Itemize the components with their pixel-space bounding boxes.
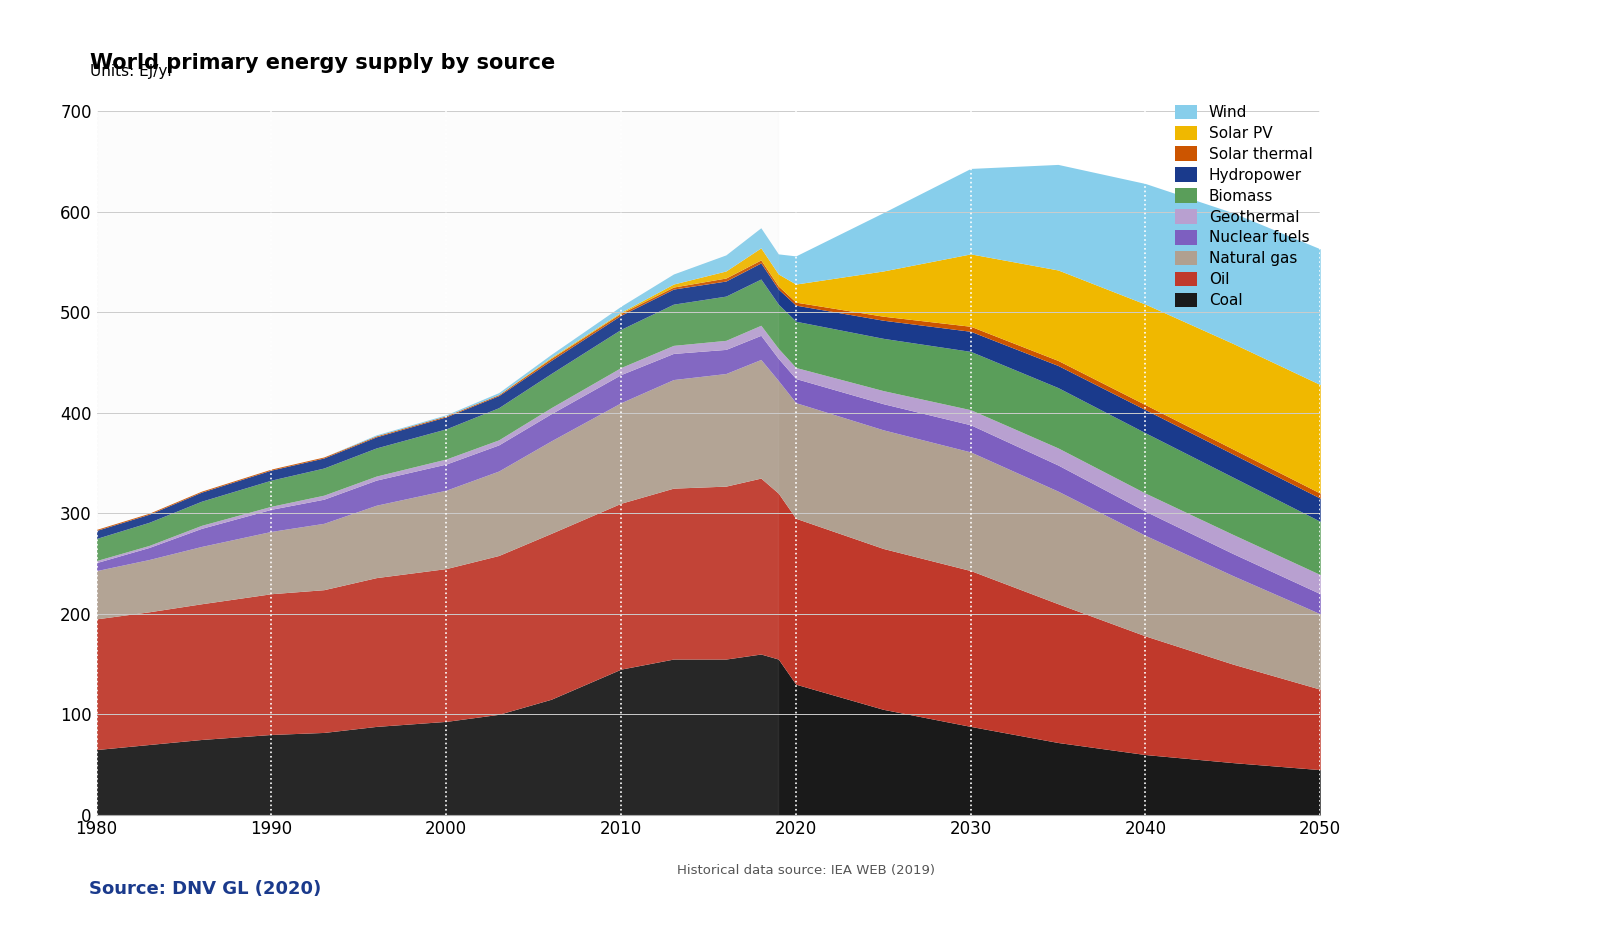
Text: Historical data source: IEA WEB (2019): Historical data source: IEA WEB (2019) xyxy=(678,864,935,877)
Text: Units: EJ/yr: Units: EJ/yr xyxy=(90,65,174,80)
Legend: Wind, Solar PV, Solar thermal, Hydropower, Biomass, Geothermal, Nuclear fuels, N: Wind, Solar PV, Solar thermal, Hydropowe… xyxy=(1175,105,1312,308)
Text: World primary energy supply by source: World primary energy supply by source xyxy=(90,54,555,73)
Bar xyxy=(97,111,778,815)
Text: Source: DNV GL (2020): Source: DNV GL (2020) xyxy=(89,881,320,898)
